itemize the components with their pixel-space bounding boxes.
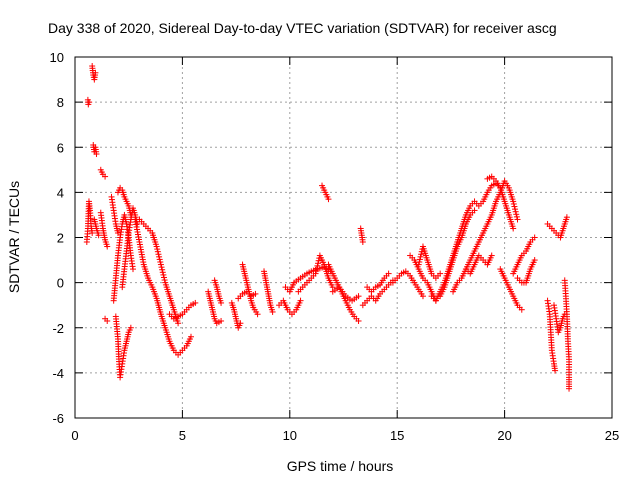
- data-point: [355, 317, 362, 324]
- data-point: [218, 317, 225, 324]
- data-point: [160, 274, 167, 281]
- y-tick-label: -6: [52, 411, 64, 426]
- data-point: [269, 308, 276, 315]
- y-axis-label: SDTVAR / TECUs: [6, 181, 22, 293]
- data-point: [158, 264, 165, 271]
- data-point: [93, 151, 100, 158]
- data-point: [159, 269, 166, 276]
- x-tick-label: 10: [283, 428, 297, 443]
- data-point: [154, 246, 161, 253]
- data-point: [313, 268, 320, 275]
- data-point: [359, 239, 366, 246]
- data-point: [175, 320, 182, 327]
- data-point: [104, 243, 111, 250]
- data-point: [161, 277, 168, 284]
- data-point: [325, 196, 332, 203]
- y-tick-label: 2: [57, 231, 64, 246]
- data-point: [129, 266, 136, 273]
- chart-title: Day 338 of 2020, Sidereal Day-to-day VTE…: [48, 20, 557, 36]
- data-point: [563, 214, 570, 221]
- data-point: [312, 270, 319, 277]
- data-point: [89, 229, 96, 236]
- y-tick-label: 8: [57, 95, 64, 110]
- y-tick-label: 6: [57, 140, 64, 155]
- data-point: [314, 262, 321, 269]
- y-tick-label: 0: [57, 276, 64, 291]
- x-axis-label: GPS time / hours: [287, 458, 394, 474]
- y-tick-label: 10: [50, 50, 64, 65]
- data-point: [416, 258, 423, 265]
- data-point: [313, 265, 320, 272]
- x-tick-label: 20: [497, 428, 511, 443]
- data-point: [187, 333, 194, 340]
- data-point: [552, 367, 559, 374]
- x-tick-label: 25: [605, 428, 619, 443]
- data-point: [156, 253, 163, 260]
- data-point: [418, 251, 425, 258]
- data-point: [512, 208, 519, 215]
- data-point: [514, 216, 521, 223]
- data-point: [159, 266, 166, 273]
- x-tick-label: 5: [179, 428, 186, 443]
- data-point: [510, 198, 517, 205]
- data-point: [510, 225, 517, 232]
- data-point: [417, 253, 424, 260]
- data-point: [513, 211, 520, 218]
- grid-lines: [75, 57, 612, 418]
- data-point: [531, 257, 538, 264]
- data-point: [566, 385, 573, 392]
- data-point: [102, 173, 109, 180]
- data-point: [297, 297, 304, 304]
- data-point: [154, 248, 161, 255]
- data-point: [437, 270, 444, 277]
- data-point: [95, 232, 102, 239]
- data-point: [157, 258, 164, 265]
- data-point: [488, 252, 495, 259]
- data-point: [254, 311, 261, 318]
- data-point: [237, 320, 244, 327]
- data-point: [157, 261, 164, 268]
- data-point: [512, 206, 519, 213]
- data-point: [531, 234, 538, 241]
- data-point: [511, 203, 518, 210]
- data-point: [385, 270, 392, 277]
- x-tick-label: 15: [390, 428, 404, 443]
- data-point: [155, 251, 162, 258]
- data-point: [315, 260, 322, 267]
- x-tick-label: 0: [71, 428, 78, 443]
- axis-tick-labels: 0 5 10 15 20 25 -6 -4 -2 0 2 4 6 8 10: [50, 50, 620, 443]
- data-point: [104, 317, 111, 324]
- y-tick-label: -2: [52, 321, 64, 336]
- data-point: [415, 261, 422, 268]
- data-point: [192, 299, 199, 306]
- y-tick-label: 4: [57, 185, 64, 200]
- data-point: [416, 256, 423, 263]
- data-point: [471, 207, 478, 214]
- data-point: [218, 299, 225, 306]
- data-point: [518, 306, 525, 313]
- data-point: [127, 324, 134, 331]
- data-point: [92, 69, 99, 76]
- data-point: [252, 290, 259, 297]
- data-point: [510, 200, 517, 207]
- y-tick-label: -4: [52, 366, 64, 381]
- data-point: [156, 256, 163, 263]
- data-point: [419, 293, 426, 300]
- axis-ticks: [74, 56, 613, 419]
- data-point: [86, 99, 93, 106]
- data-points: [83, 63, 573, 392]
- data-point: [355, 293, 362, 300]
- data-point: [513, 213, 520, 220]
- data-point: [160, 271, 167, 278]
- data-point: [153, 243, 160, 250]
